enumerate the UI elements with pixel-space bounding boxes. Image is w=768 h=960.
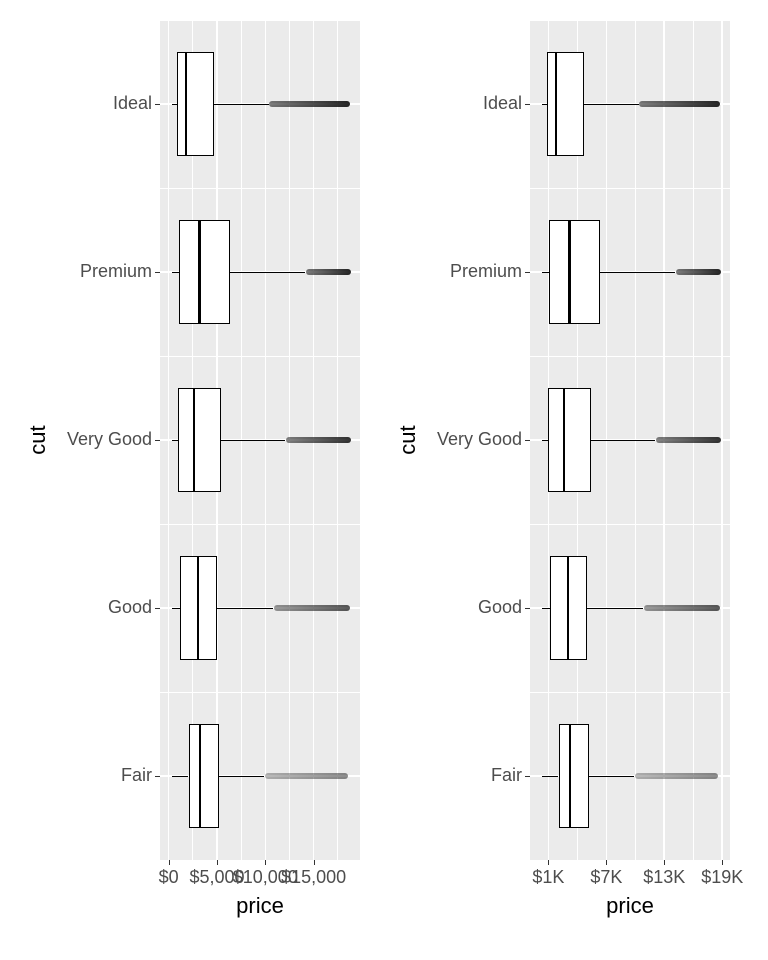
y-tick-label: Fair — [491, 765, 522, 786]
median-line — [568, 220, 570, 324]
whisker-high — [591, 440, 656, 441]
y-tick-mark — [525, 776, 530, 777]
median-line — [569, 724, 571, 828]
x-tick-mark — [265, 860, 266, 865]
whisker-high — [230, 272, 306, 273]
grid-v-major — [168, 20, 170, 860]
x-tick-mark — [606, 860, 607, 865]
whisker-low — [542, 272, 549, 273]
whisker-high — [217, 608, 273, 609]
whisker-low — [542, 776, 559, 777]
grid-h-minor — [530, 692, 730, 693]
whisker-low — [172, 608, 180, 609]
box — [547, 52, 584, 156]
outliers — [274, 605, 350, 611]
figure: FairGoodVery GoodPremiumIdeal$0$5,000$10… — [0, 0, 768, 960]
box — [178, 388, 221, 492]
outliers — [635, 773, 718, 779]
outliers — [676, 269, 721, 275]
x-axis-title: price — [530, 893, 730, 919]
outliers — [644, 605, 720, 611]
median-line — [555, 52, 557, 156]
grid-h-minor — [530, 188, 730, 189]
y-tick-mark — [525, 440, 530, 441]
box — [179, 220, 230, 324]
y-tick-label: Fair — [121, 765, 152, 786]
x-tick-mark — [314, 860, 315, 865]
whisker-high — [587, 608, 643, 609]
y-tick-label: Very Good — [437, 429, 522, 450]
median-line — [193, 388, 195, 492]
whisker-high — [600, 272, 676, 273]
whisker-high — [221, 440, 286, 441]
plot-area — [160, 20, 360, 860]
y-tick-mark — [155, 608, 160, 609]
y-tick-mark — [155, 104, 160, 105]
whisker-high — [219, 776, 264, 777]
grid-h-minor — [160, 188, 360, 189]
x-tick-mark — [217, 860, 218, 865]
y-tick-mark — [155, 440, 160, 441]
panel-left: FairGoodVery GoodPremiumIdeal$0$5,000$10… — [30, 20, 360, 930]
whisker-high — [584, 104, 639, 105]
y-tick-mark — [525, 608, 530, 609]
median-line — [197, 556, 199, 660]
y-tick-mark — [525, 272, 530, 273]
whisker-high — [589, 776, 634, 777]
y-tick-label: Ideal — [483, 93, 522, 114]
plot-area — [530, 20, 730, 860]
y-axis-title: cut — [25, 390, 51, 490]
grid-h-minor — [160, 524, 360, 525]
outliers — [656, 437, 721, 443]
x-axis-title: price — [160, 893, 360, 919]
whisker-low — [172, 272, 179, 273]
x-tick-label: $19K — [682, 867, 762, 888]
whisker-low — [542, 608, 550, 609]
y-tick-mark — [155, 776, 160, 777]
box — [189, 724, 219, 828]
box — [548, 388, 591, 492]
outliers — [286, 437, 351, 443]
median-line — [567, 556, 569, 660]
y-tick-label: Ideal — [113, 93, 152, 114]
whisker-high — [214, 104, 269, 105]
median-line — [199, 724, 201, 828]
median-line — [198, 220, 200, 324]
outliers — [306, 269, 351, 275]
y-tick-label: Good — [478, 597, 522, 618]
grid-h-minor — [530, 356, 730, 357]
outliers — [269, 101, 350, 107]
grid-h-minor — [160, 692, 360, 693]
outliers — [265, 773, 348, 779]
x-tick-mark — [664, 860, 665, 865]
x-tick-mark — [722, 860, 723, 865]
y-tick-label: Very Good — [67, 429, 152, 450]
whisker-low — [172, 776, 189, 777]
x-tick-mark — [169, 860, 170, 865]
y-tick-mark — [525, 104, 530, 105]
y-tick-label: Good — [108, 597, 152, 618]
y-axis-title: cut — [395, 390, 421, 490]
y-tick-label: Premium — [450, 261, 522, 282]
box — [559, 724, 589, 828]
x-tick-mark — [548, 860, 549, 865]
y-tick-mark — [155, 272, 160, 273]
box — [177, 52, 214, 156]
box — [549, 220, 600, 324]
x-tick-label: $15,000 — [274, 867, 354, 888]
y-tick-label: Premium — [80, 261, 152, 282]
grid-h-minor — [160, 356, 360, 357]
panel-right: FairGoodVery GoodPremiumIdeal$1K$7K$13K$… — [400, 20, 730, 930]
grid-h-minor — [530, 524, 730, 525]
grid-v-major — [721, 20, 723, 860]
median-line — [185, 52, 187, 156]
median-line — [563, 388, 565, 492]
outliers — [639, 101, 720, 107]
